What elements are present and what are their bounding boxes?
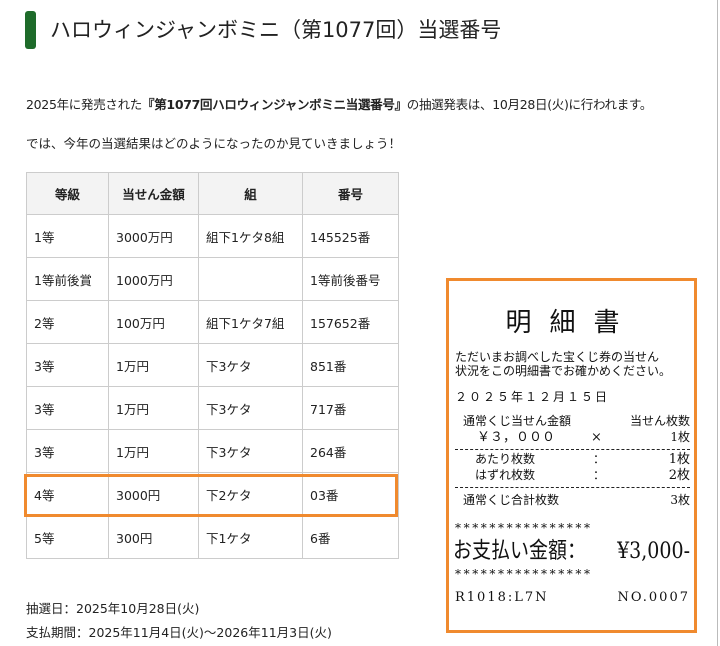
cell-grade: 3等 (26, 429, 109, 473)
pay-label: お支払い金額： (453, 537, 587, 565)
receipt-message: ただいまお調べした宝くじ券の当せん 状況をこの明細書でお確かめください。 (455, 350, 672, 378)
cell-amount: 3000万円 (108, 214, 199, 258)
table-row: 5等 300円 下1ケタ 6番 (26, 515, 399, 559)
intro-post: の抽選発表は、10月28日(火)に行われます。 (406, 97, 653, 112)
cell-number: 1等前後番号 (302, 257, 399, 301)
miss-value: 2枚 (668, 468, 690, 483)
cell-number: 264番 (302, 429, 399, 473)
total-value: 3枚 (670, 493, 690, 507)
hit-value: 1枚 (668, 452, 690, 467)
cell-number: 145525番 (302, 214, 399, 258)
cell-number: 851番 (302, 343, 399, 387)
table-row: 3等 1万円 下3ケタ 264番 (26, 429, 399, 473)
hit-label: あたり枚数 (475, 452, 536, 466)
receipt-code: R1018:L7N (455, 590, 549, 605)
cell-group: 下2ケタ (198, 472, 303, 516)
table-row: 3等 1万円 下3ケタ 717番 (26, 386, 399, 430)
title-accent-bar (25, 11, 36, 49)
cell-number: 157652番 (302, 300, 399, 344)
header-group: 組 (198, 172, 303, 215)
intro-text-2: では、今年の当選結果はどのようになったのか見ていきましょう！ (26, 136, 402, 151)
stars-top: **************** (455, 521, 593, 535)
cell-amount: 1万円 (108, 343, 199, 387)
total-label: 通常くじ合計枚数 (463, 493, 560, 507)
cell-amount: 300円 (108, 515, 199, 559)
draw-date: 抽選日：2025年10月28日(火) (26, 601, 200, 616)
table-header-row: 等級 当せん金額 組 番号 (26, 172, 399, 215)
cell-grade: 1等 (26, 214, 109, 258)
cell-group (198, 257, 303, 301)
cell-amount: 3000円 (108, 472, 199, 516)
dash-divider (455, 449, 690, 450)
cell-grade: 1等前後賞 (26, 257, 109, 301)
header-grade: 等級 (26, 172, 109, 215)
cell-amount: 1万円 (108, 386, 199, 430)
header-number: 番号 (302, 172, 399, 215)
cell-grade: 2等 (26, 300, 109, 344)
cell-amount: 1万円 (108, 429, 199, 473)
receipt-image: 明細書 ただいまお調べした宝くじ券の当せん 状況をこの明細書でお確かめください。… (446, 278, 697, 633)
receipt-title: 明細書 (505, 308, 638, 338)
cell-number: 717番 (302, 386, 399, 430)
intro-bold: 『第1077回ハロウィンジャンボミニ当選番号』 (142, 97, 407, 112)
cell-group: 下1ケタ (198, 515, 303, 559)
cell-group: 下3ケタ (198, 386, 303, 430)
amount-label: 通常くじ当せん金額 (463, 414, 572, 428)
intro-pre: 2025年に発売された (26, 97, 143, 112)
miss-label: はずれ枚数 (475, 468, 536, 482)
cell-amount: 1000万円 (108, 257, 199, 301)
cell-grade: 3等 (26, 386, 109, 430)
cell-grade: 3等 (26, 343, 109, 387)
cell-group: 下3ケタ (198, 343, 303, 387)
table-row: 1等前後賞 1000万円 1等前後番号 (26, 257, 399, 301)
results-table: 等級 当せん金額 組 番号 1等 3000万円 組下1ケタ8組 145525番 1等前後… (26, 172, 399, 559)
dash-divider (455, 487, 690, 488)
table-row: 4等 3000円 下2ケタ 03番 (26, 472, 399, 516)
cell-group: 組下1ケタ8組 (198, 214, 303, 258)
pay-value: ¥3,000- (617, 537, 690, 565)
miss-sep: ： (593, 468, 606, 482)
stars-bottom: **************** (455, 567, 593, 581)
cell-number: 6番 (302, 515, 399, 559)
count-label: 当せん枚数 (629, 414, 690, 428)
cell-amount: 100万円 (108, 300, 199, 344)
cell-number: 03番 (302, 472, 399, 516)
cell-group: 組下1ケタ7組 (198, 300, 303, 344)
page-border (717, 0, 718, 646)
hit-sep: ： (593, 452, 606, 466)
times-sign: × (591, 430, 602, 445)
cell-grade: 5等 (26, 515, 109, 559)
amount-value: ￥３，０００ (477, 430, 556, 445)
intro-text: 2025年に発売された『第1077回ハロウィンジャンボミニ当選番号』の抽選発表は… (26, 94, 652, 113)
page-title: ハロウィンジャンボミニ（第1077回）当選番号 (50, 18, 502, 42)
cell-grade: 4等 (26, 472, 109, 516)
count-value: 1枚 (670, 430, 690, 444)
receipt-no: NO.0007 (617, 590, 690, 605)
header-amount: 当せん金額 (108, 172, 199, 215)
cell-group: 下3ケタ (198, 429, 303, 473)
table-row: 2等 100万円 組下1ケタ7組 157652番 (26, 300, 399, 344)
table-row: 1等 3000万円 組下1ケタ8組 145525番 (26, 214, 399, 258)
payment-period: 支払期間：2025年11月4日(火)〜2026年11月3日(火) (26, 625, 332, 640)
table-row: 3等 1万円 下3ケタ 851番 (26, 343, 399, 387)
receipt-date: ２０２５年１２月１５日 (455, 390, 610, 404)
